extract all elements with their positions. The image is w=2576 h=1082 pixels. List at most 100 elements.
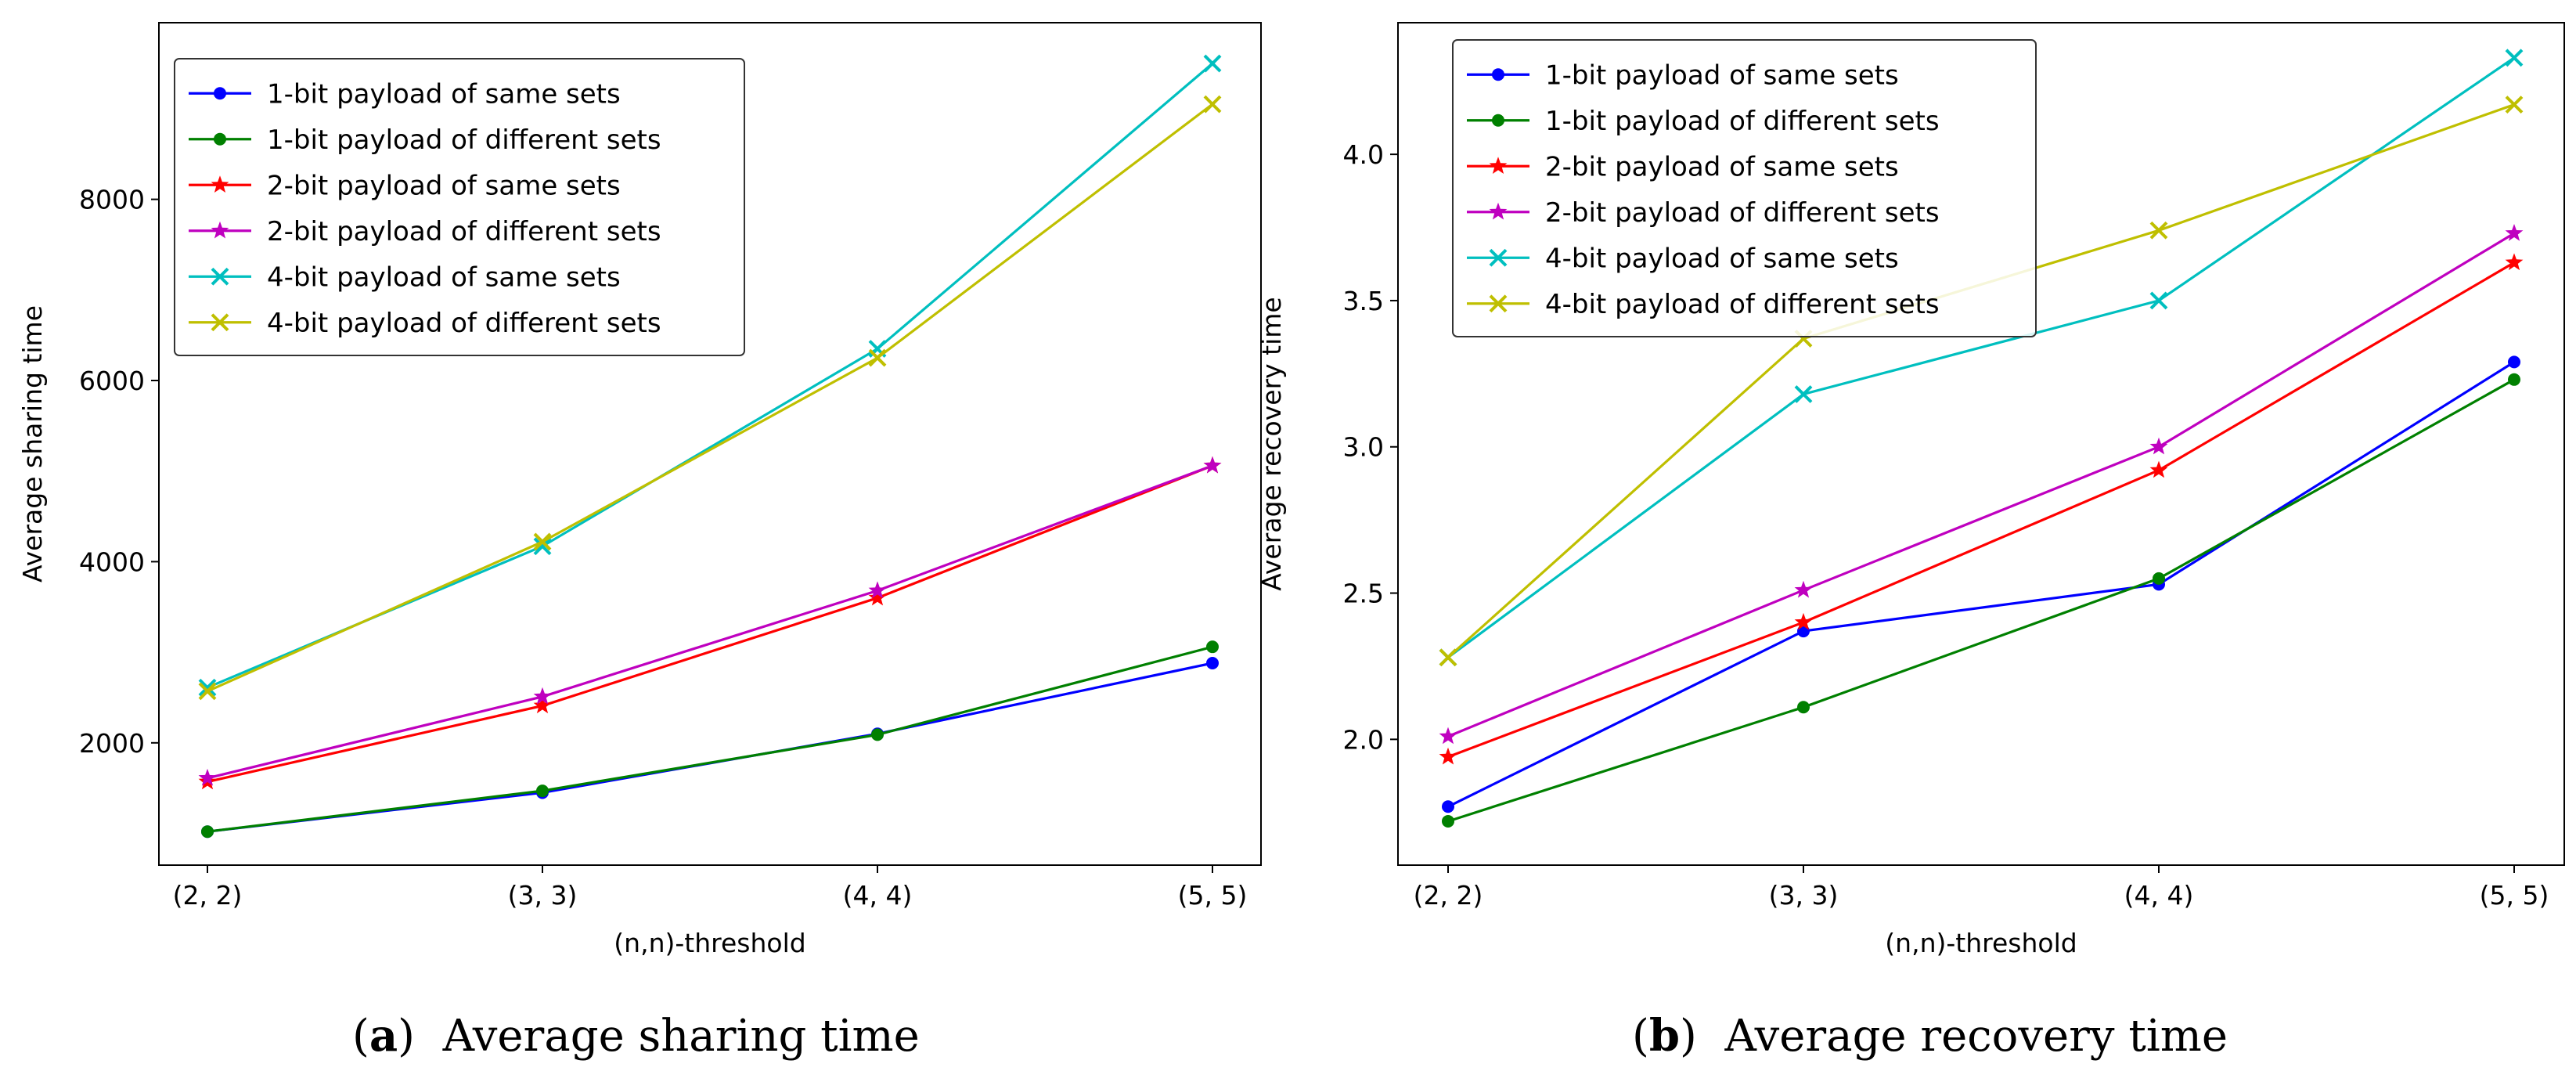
y-tick-label: 8000 bbox=[79, 185, 145, 215]
data-point bbox=[1442, 800, 1454, 813]
data-point bbox=[1203, 54, 1222, 73]
data-point bbox=[533, 532, 552, 551]
plot-frame bbox=[1397, 22, 2565, 866]
data-point bbox=[2505, 49, 2524, 67]
caption-a: (a) Average sharing time bbox=[352, 1010, 920, 1062]
series-line bbox=[198, 95, 1222, 701]
data-point bbox=[2149, 221, 2168, 240]
legend-label: 4-bit payload of same sets bbox=[1545, 243, 1899, 274]
legend-label: 4-bit payload of different sets bbox=[267, 308, 661, 339]
legend-label: 1-bit payload of different sets bbox=[267, 124, 661, 156]
legend-label: 4-bit payload of same sets bbox=[267, 261, 621, 293]
y-axis-label: Average recovery time bbox=[1256, 297, 1287, 590]
series-path bbox=[207, 645, 1213, 833]
data-point bbox=[2149, 460, 2168, 478]
x-tick-label: (2, 2) bbox=[173, 880, 243, 911]
legend-item: 1-bit payload of same sets bbox=[189, 78, 621, 110]
legend-marker bbox=[1489, 248, 1508, 267]
y-tick-label: 4.0 bbox=[1343, 139, 1384, 170]
data-point bbox=[868, 588, 887, 606]
caption-b-text: Average recovery time bbox=[1724, 1011, 2228, 1062]
y-tick-label: 2.5 bbox=[1343, 579, 1384, 609]
legend-marker bbox=[214, 132, 226, 146]
data-point bbox=[2149, 437, 2168, 455]
legend-item: 4-bit payload of different sets bbox=[1467, 289, 1940, 320]
series-line bbox=[1442, 355, 2520, 813]
legend-box bbox=[1452, 39, 2037, 337]
data-point bbox=[198, 768, 217, 786]
x-tick-label: (4, 4) bbox=[843, 880, 913, 911]
y-tick-label: 2.0 bbox=[1343, 724, 1384, 755]
series-path bbox=[1447, 56, 2515, 658]
data-point bbox=[2505, 96, 2524, 114]
y-tick-label: 3.5 bbox=[1343, 286, 1384, 316]
data-point bbox=[533, 687, 552, 705]
data-point bbox=[533, 696, 552, 714]
legend-item: 1-bit payload of different sets bbox=[1467, 106, 1940, 137]
legend-box bbox=[174, 58, 745, 356]
data-point bbox=[1206, 656, 1219, 669]
data-point bbox=[868, 581, 887, 599]
data-point bbox=[1797, 701, 1810, 714]
y-tick-label: 6000 bbox=[79, 366, 145, 396]
legend-marker bbox=[211, 313, 229, 332]
data-point bbox=[1439, 747, 1457, 765]
data-point bbox=[871, 728, 884, 741]
legend-label: 1-bit payload of same sets bbox=[267, 78, 621, 110]
data-point bbox=[2508, 355, 2520, 369]
data-point bbox=[198, 682, 217, 701]
legend-label: 2-bit payload of different sets bbox=[1545, 197, 1940, 229]
data-point bbox=[868, 348, 887, 367]
series-line bbox=[1442, 373, 2520, 828]
series-path bbox=[1447, 378, 2515, 823]
legend-item: 4-bit payload of same sets bbox=[189, 261, 621, 293]
data-point bbox=[1203, 95, 1222, 114]
caption-a-letter: a bbox=[369, 1010, 398, 1062]
legend-marker bbox=[211, 175, 229, 193]
data-point bbox=[198, 678, 217, 697]
x-axis-label: (n,n)-threshold bbox=[1885, 928, 2077, 958]
data-point bbox=[1206, 640, 1219, 654]
x-tick-label: (2, 2) bbox=[1414, 880, 1483, 911]
legend-item: 2-bit payload of different sets bbox=[189, 216, 661, 247]
data-point bbox=[2505, 253, 2524, 271]
data-point bbox=[1203, 456, 1222, 474]
series-path bbox=[1447, 232, 2515, 738]
legend-item: 4-bit payload of different sets bbox=[189, 308, 661, 339]
x-tick-label: (5, 5) bbox=[1178, 880, 1248, 911]
series-path bbox=[207, 464, 1213, 780]
data-point bbox=[1794, 385, 1813, 403]
data-point bbox=[1442, 814, 1454, 828]
legend-item: 1-bit payload of different sets bbox=[189, 124, 661, 156]
legend-marker bbox=[214, 87, 226, 100]
series-line bbox=[1439, 224, 2524, 745]
caption-a-text: Average sharing time bbox=[442, 1011, 920, 1062]
legend-marker bbox=[1489, 157, 1508, 174]
legend-label: 4-bit payload of different sets bbox=[1545, 289, 1940, 320]
legend: 1-bit payload of same sets 1-bit payload … bbox=[1452, 39, 2037, 337]
series-line bbox=[201, 640, 1219, 839]
caption-b: (b) Average recovery time bbox=[1632, 1010, 2228, 1062]
series-path bbox=[1447, 261, 2515, 759]
legend-marker bbox=[211, 267, 229, 286]
chart-a-sharing-time: (2, 2) (3, 3) (4, 4) (5, 5) 2000 4000 6000 800… bbox=[17, 22, 1262, 958]
data-point bbox=[2505, 224, 2524, 241]
y-tick-label: 2000 bbox=[79, 728, 145, 759]
x-tick-label: (3, 3) bbox=[508, 880, 578, 911]
data-point bbox=[2153, 572, 2165, 585]
data-point bbox=[1439, 727, 1457, 745]
data-point bbox=[1439, 648, 1457, 667]
data-point bbox=[536, 784, 549, 798]
data-point bbox=[533, 537, 552, 556]
data-point bbox=[1794, 612, 1813, 630]
series-line bbox=[198, 456, 1222, 790]
x-axis-label: (n,n)-threshold bbox=[614, 928, 805, 958]
legend-label: 2-bit payload of same sets bbox=[267, 170, 621, 201]
data-point bbox=[2149, 291, 2168, 310]
legend-marker bbox=[1489, 202, 1508, 220]
y-tick-label: 4000 bbox=[79, 546, 145, 577]
legend-marker bbox=[1492, 114, 1504, 127]
series-line bbox=[198, 456, 1222, 786]
y-axis-label: Average sharing time bbox=[17, 305, 48, 582]
